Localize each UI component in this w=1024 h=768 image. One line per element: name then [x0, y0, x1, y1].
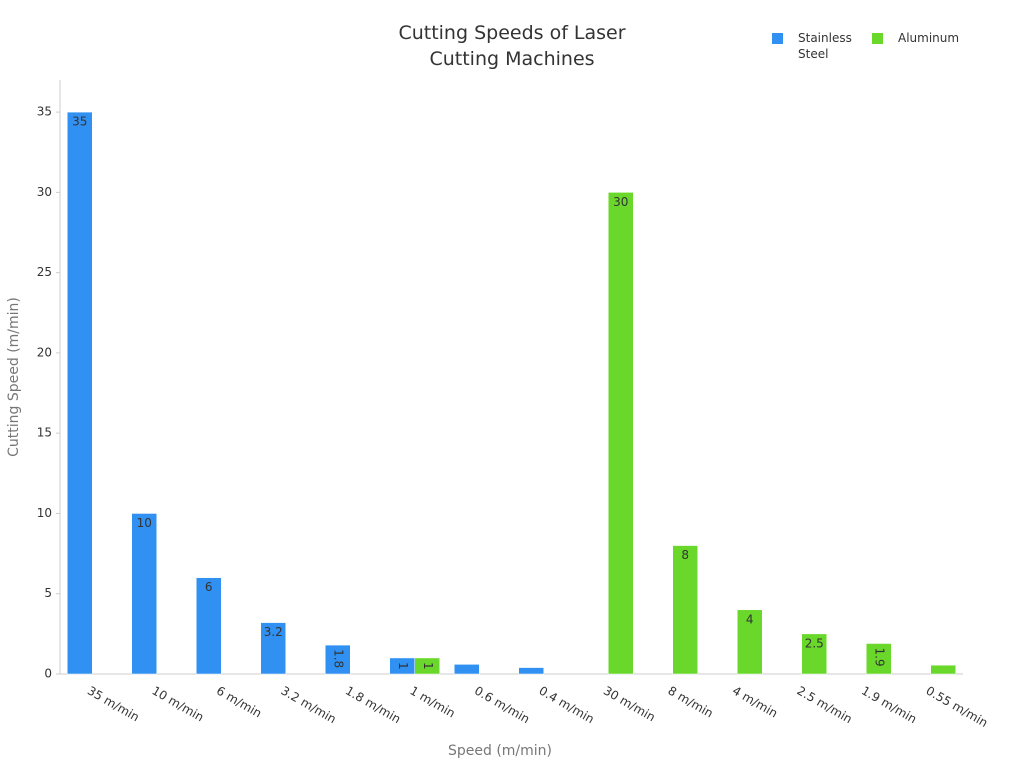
bar [454, 664, 480, 675]
bar [67, 111, 93, 675]
bar [930, 664, 956, 675]
data-label: 8 [681, 548, 689, 562]
bar [672, 545, 698, 675]
bar [608, 192, 634, 675]
x-tick-label: 0.4 m/min [537, 684, 597, 727]
x-tick-label: 1.9 m/min [859, 684, 919, 727]
x-axis-title: Speed (m/min) [448, 743, 552, 759]
bar [414, 657, 440, 675]
data-label: 4 [746, 612, 754, 626]
x-tick-label: 0.55 m/min [924, 684, 991, 731]
y-axis-title: Cutting Speed (m/min) [6, 297, 22, 457]
x-tick-label: 3.2 m/min [279, 684, 339, 727]
data-label: 10 [137, 516, 152, 530]
y-tick-label: 20 [37, 345, 52, 359]
bar [131, 513, 157, 675]
y-tick-label: 0 [44, 667, 52, 681]
x-tick-label: 6 m/min [214, 684, 264, 721]
y-tick-label: 10 [37, 506, 52, 520]
data-label: 6 [205, 580, 213, 594]
x-tick-label: 1.8 m/min [343, 684, 403, 727]
y-tick-label: 25 [37, 265, 52, 279]
data-label: 30 [613, 195, 628, 209]
bar [325, 644, 351, 675]
x-tick-label: 1 m/min [408, 684, 458, 721]
legend-label: Aluminum [898, 31, 960, 45]
data-label: 1.8 [331, 649, 345, 668]
data-label: 35 [72, 115, 87, 129]
legend-swatch [772, 33, 783, 44]
y-tick-label: 5 [44, 586, 52, 600]
x-tick-label: 30 m/min [601, 684, 658, 725]
x-tick-label: 8 m/min [666, 684, 716, 721]
legend-label: Stainless Steel [798, 31, 852, 61]
x-tick-label: 0.6 m/min [472, 684, 532, 727]
data-label: 3.2 [264, 625, 283, 639]
x-tick-label: 35 m/min [85, 684, 142, 725]
x-tick-label: 2.5 m/min [795, 684, 855, 727]
y-tick-label: 15 [37, 426, 52, 440]
y-tick-label: 35 [37, 105, 52, 119]
bar [866, 643, 892, 675]
data-label: 1 [396, 662, 410, 670]
data-label: 1.9 [872, 647, 886, 666]
bar [260, 622, 286, 675]
data-label: 2.5 [805, 636, 824, 650]
data-label: 1 [421, 662, 435, 670]
x-tick-label: 4 m/min [730, 684, 780, 721]
bar [737, 609, 763, 675]
bar [196, 577, 222, 675]
chart-title: Cutting Speeds of Laser Cutting Machines [398, 22, 626, 70]
y-tick-label: 30 [37, 185, 52, 199]
bar [801, 633, 827, 675]
bar [518, 667, 544, 675]
x-tick-label: 10 m/min [150, 684, 207, 725]
legend-swatch [872, 33, 883, 44]
